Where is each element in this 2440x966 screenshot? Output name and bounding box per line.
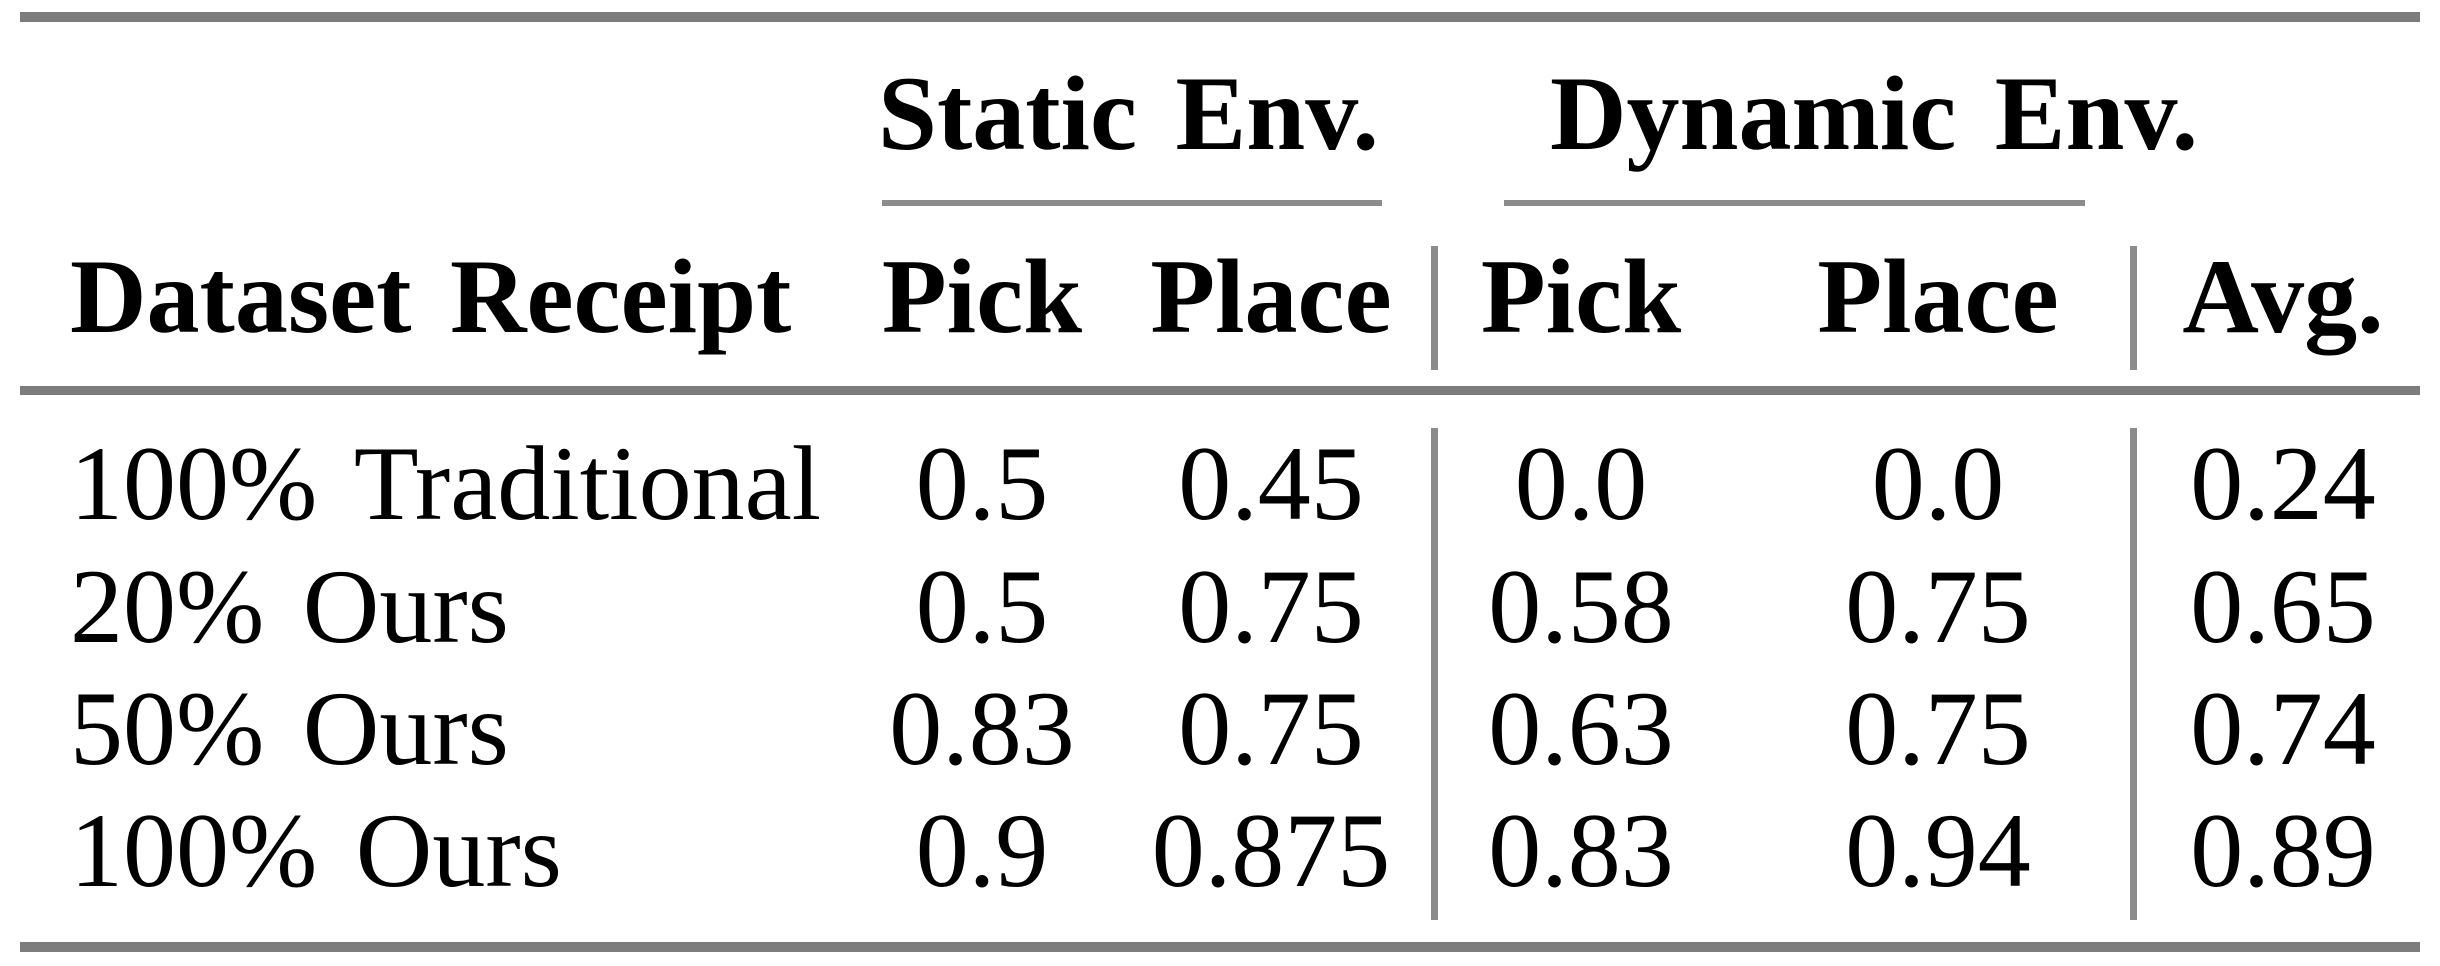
group-separator-2-body — [2130, 428, 2137, 920]
dynamic-env-cmidrule — [1504, 200, 2085, 206]
cell-value: 0.0 — [1514, 425, 1648, 542]
static-env-cmidrule — [882, 200, 1382, 206]
group-separator-2-header — [2130, 246, 2137, 370]
cell-value: 0.63 — [1488, 670, 1674, 787]
cell-value: 0.74 — [2190, 670, 2376, 787]
cell-value: 0.58 — [1488, 548, 1674, 665]
cell-value: 0.875 — [1151, 792, 1391, 909]
cell-value: 0.83 — [1488, 792, 1674, 909]
row-label: 100% Traditional — [70, 425, 822, 542]
cell-value: 0.75 — [1178, 670, 1364, 787]
cell-value: 0.65 — [2190, 548, 2376, 665]
cell-value: 0.75 — [1845, 670, 2031, 787]
cell-value: 0.0 — [1871, 425, 2005, 542]
column-header-dynamic-place: Place — [1817, 238, 2059, 355]
cell-value: 0.83 — [889, 670, 1075, 787]
cell-value: 0.5 — [915, 425, 1049, 542]
group-header-static-env: Static Env. — [878, 55, 1379, 172]
group-separator-1-body — [1431, 428, 1438, 920]
column-header-static-place: Place — [1150, 238, 1392, 355]
table-header-rule — [20, 386, 2420, 395]
row-label: 20% Ours — [70, 548, 509, 665]
column-header-dynamic-pick: Pick — [1480, 238, 1682, 355]
cell-value: 0.75 — [1178, 548, 1364, 665]
cell-value: 0.5 — [915, 548, 1049, 665]
group-separator-1-header — [1431, 246, 1438, 370]
cell-value: 0.45 — [1178, 425, 1364, 542]
cell-value: 0.75 — [1845, 548, 2031, 665]
cell-value: 0.94 — [1845, 792, 2031, 909]
column-header-dataset-receipt: Dataset Receipt — [70, 238, 792, 355]
group-header-dynamic-env: Dynamic Env. — [1550, 55, 2199, 172]
cell-value: 0.89 — [2190, 792, 2376, 909]
column-header-avg: Avg. — [2182, 238, 2384, 355]
row-label: 50% Ours — [70, 670, 509, 787]
table-top-rule — [20, 12, 2420, 22]
table-bottom-rule — [20, 942, 2420, 952]
cell-value: 0.9 — [915, 792, 1049, 909]
row-label: 100% Ours — [70, 792, 562, 909]
column-header-static-pick: Pick — [881, 238, 1083, 355]
cell-value: 0.24 — [2190, 425, 2376, 542]
